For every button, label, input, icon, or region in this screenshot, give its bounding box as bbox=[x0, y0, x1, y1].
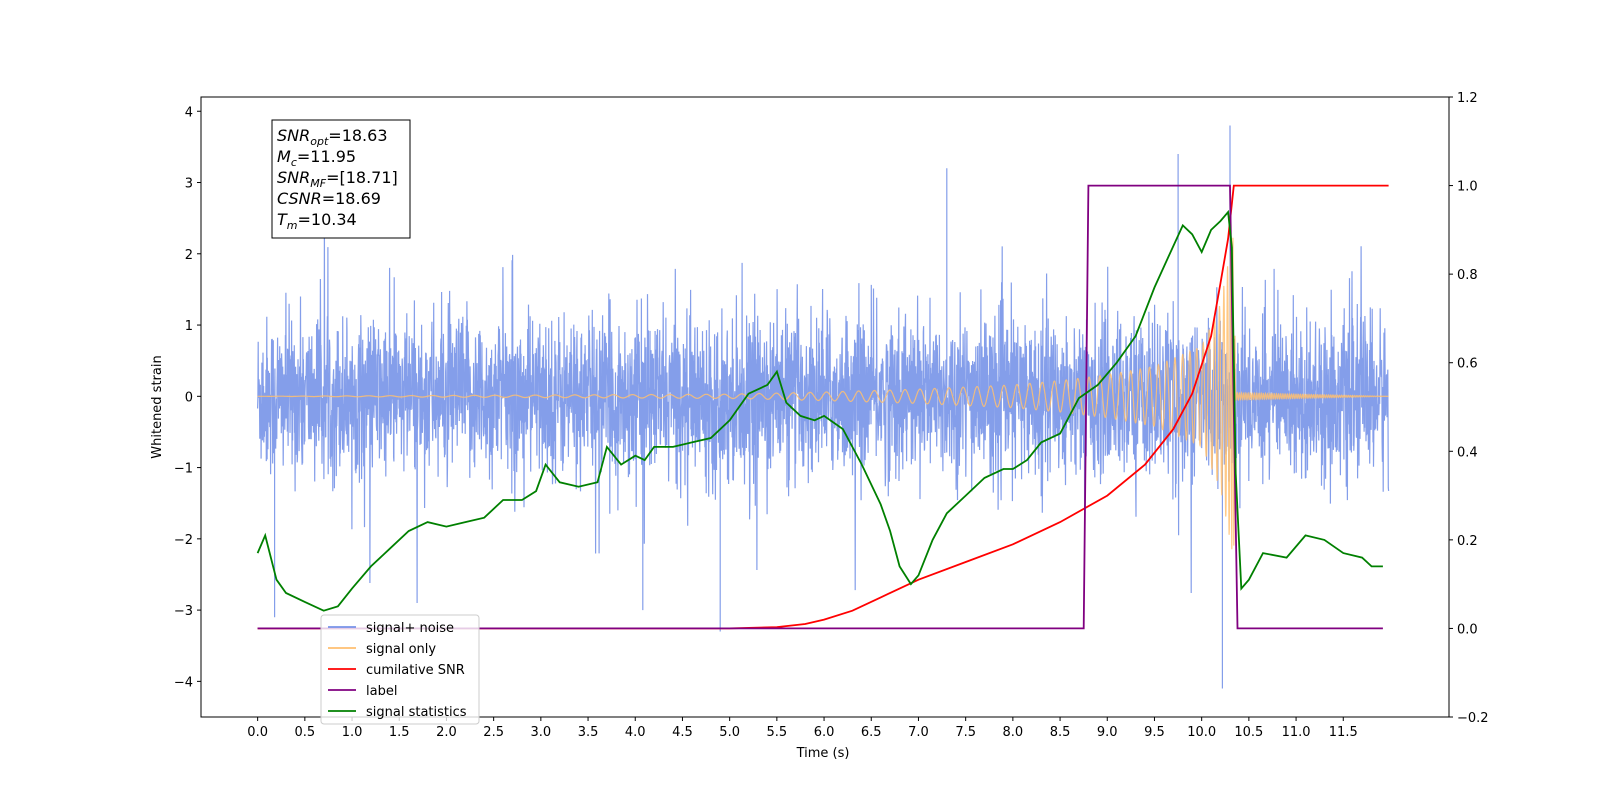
y-tick-label: −2 bbox=[174, 533, 193, 548]
x-tick-label: 4.0 bbox=[625, 725, 646, 740]
y2-tick-label: −0.2 bbox=[1457, 711, 1489, 726]
legend-label: signal only bbox=[366, 642, 436, 657]
plot-area bbox=[256, 125, 1390, 689]
y-axis-right: 1.2 1.0 0.8 0.6 0.4 0.2 0.0 −0.2 bbox=[1449, 91, 1489, 726]
legend-label: signal statistics bbox=[366, 705, 467, 720]
info-subscript: c bbox=[291, 156, 297, 169]
info-symbol: SNR bbox=[277, 168, 310, 187]
legend: signal+ noise signal only cumilative SNR la… bbox=[320, 614, 480, 725]
x-tick-label: 0.5 bbox=[294, 725, 315, 740]
info-line: Mc=11.95 bbox=[277, 147, 356, 169]
y2-tick-label: 0.2 bbox=[1457, 534, 1478, 549]
x-tick-label: 2.5 bbox=[483, 725, 504, 740]
x-tick-label: 6.5 bbox=[861, 725, 882, 740]
x-tick-label: 3.0 bbox=[531, 725, 552, 740]
y-tick-label: 3 bbox=[185, 177, 193, 192]
info-value: =18.63 bbox=[328, 126, 387, 145]
legend-frame bbox=[320, 614, 480, 725]
x-tick-label: 7.0 bbox=[908, 725, 929, 740]
info-subscript: m bbox=[287, 219, 298, 232]
info-symbol: T bbox=[277, 210, 288, 229]
y-tick-label: −1 bbox=[174, 462, 193, 477]
y-tick-label: 4 bbox=[185, 105, 193, 120]
y2-tick-label: 0.6 bbox=[1457, 357, 1478, 372]
x-tick-label: 10.0 bbox=[1187, 725, 1216, 740]
x-tick-label: 9.0 bbox=[1097, 725, 1118, 740]
x-axis: 0.0 0.5 1.0 1.5 2.0 2.5 3.0 3.5 4.0 4.5 5.0 5.5 6.0 6… bbox=[247, 717, 1358, 740]
x-tick-label: 8.5 bbox=[1050, 725, 1071, 740]
y2-tick-label: 0.4 bbox=[1457, 445, 1478, 460]
x-tick-label: 1.0 bbox=[342, 725, 363, 740]
series-signal-only bbox=[257, 237, 1389, 550]
y-tick-label: 1 bbox=[185, 319, 193, 334]
legend-label: label bbox=[366, 684, 397, 699]
series-signal-statistics bbox=[256, 209, 1383, 612]
x-tick-label: 11.0 bbox=[1282, 725, 1311, 740]
y2-tick-label: 0.8 bbox=[1457, 268, 1478, 283]
y2-tick-label: 1.2 bbox=[1457, 91, 1478, 106]
x-tick-label: 4.5 bbox=[672, 725, 693, 740]
y-tick-label: 2 bbox=[185, 248, 193, 263]
x-tick-label: 1.5 bbox=[389, 725, 410, 740]
info-symbol: SNR bbox=[277, 126, 310, 145]
x-tick-label: 0.0 bbox=[247, 725, 268, 740]
legend-label: cumilative SNR bbox=[366, 663, 465, 678]
y-axis-label: Whitened strain bbox=[150, 355, 165, 458]
y-tick-label: −4 bbox=[174, 675, 193, 690]
info-symbol: CSNR bbox=[277, 189, 322, 208]
info-line: SNRMF=[18.71] bbox=[277, 168, 398, 190]
legend-label: signal+ noise bbox=[366, 621, 454, 636]
info-box: SNRopt=18.63Mc=11.95SNRMF=[18.71]CSNR=18… bbox=[271, 119, 411, 239]
info-value: =18.69 bbox=[322, 189, 381, 208]
info-value: =11.95 bbox=[297, 147, 356, 166]
series-signal-plus-noise bbox=[257, 125, 1390, 689]
y-tick-label: −3 bbox=[174, 604, 193, 619]
x-tick-label: 5.5 bbox=[767, 725, 788, 740]
x-tick-label: 6.0 bbox=[814, 725, 835, 740]
y2-tick-label: 0.0 bbox=[1457, 622, 1478, 637]
x-tick-label: 11.5 bbox=[1329, 725, 1358, 740]
info-line: CSNR=18.69 bbox=[277, 189, 381, 208]
info-symbol: M bbox=[277, 147, 291, 166]
axes-frame bbox=[200, 96, 1450, 718]
x-tick-label: 10.5 bbox=[1234, 725, 1263, 740]
x-tick-label: 9.5 bbox=[1144, 725, 1165, 740]
info-subscript: opt bbox=[310, 135, 329, 148]
x-tick-label: 8.0 bbox=[1003, 725, 1024, 740]
info-line: Tm=10.34 bbox=[277, 210, 357, 232]
x-tick-label: 2.0 bbox=[436, 725, 457, 740]
series-cumulative-snr bbox=[257, 184, 1389, 630]
x-tick-label: 5.0 bbox=[719, 725, 740, 740]
info-line: SNRopt=18.63 bbox=[277, 126, 388, 148]
info-value: =10.34 bbox=[298, 210, 357, 229]
info-box-frame bbox=[271, 119, 411, 239]
x-axis-label: Time (s) bbox=[796, 746, 850, 761]
y2-tick-label: 1.0 bbox=[1457, 180, 1478, 195]
series-label bbox=[257, 184, 1383, 630]
info-value: =[18.71] bbox=[326, 168, 398, 187]
info-subscript: MF bbox=[310, 177, 326, 190]
x-tick-label: 3.5 bbox=[578, 725, 599, 740]
y-tick-label: 0 bbox=[185, 390, 193, 405]
x-tick-label: 7.5 bbox=[955, 725, 976, 740]
y-axis-left: 4 3 2 1 0 −1 −2 −3 −4 bbox=[174, 105, 201, 690]
